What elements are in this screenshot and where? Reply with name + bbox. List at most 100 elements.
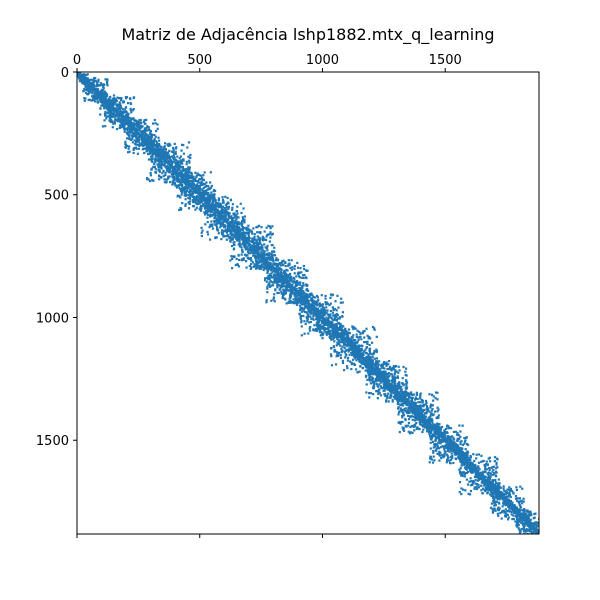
nonzero-mark: [185, 174, 188, 177]
nonzero-mark: [240, 253, 243, 256]
nonzero-mark: [200, 196, 203, 199]
nonzero-mark: [84, 83, 87, 86]
nonzero-mark: [257, 236, 261, 239]
nonzero-mark: [214, 199, 217, 202]
nonzero-mark: [104, 105, 107, 108]
nonzero-mark: [266, 287, 269, 290]
nonzero-mark: [165, 165, 169, 168]
nonzero-mark: [293, 286, 296, 289]
nonzero-mark: [306, 320, 309, 323]
nonzero-mark: [458, 481, 462, 484]
nonzero-mark: [123, 120, 127, 123]
nonzero-mark: [407, 414, 410, 417]
nonzero-mark: [253, 254, 256, 257]
nonzero-mark: [381, 365, 384, 368]
nonzero-mark: [519, 500, 522, 503]
nonzero-mark: [93, 100, 97, 103]
nonzero-mark: [523, 524, 526, 527]
nonzero-mark: [411, 393, 414, 396]
nonzero-mark: [186, 178, 189, 181]
nonzero-mark: [522, 530, 526, 533]
nonzero-mark: [436, 398, 439, 401]
nonzero-mark: [220, 232, 224, 236]
nonzero-mark: [258, 238, 262, 242]
nonzero-mark: [352, 327, 355, 331]
nonzero-mark: [309, 325, 312, 329]
nonzero-mark: [217, 222, 220, 225]
nonzero-mark: [357, 338, 360, 341]
nonzero-mark: [192, 178, 195, 181]
nonzero-mark: [101, 125, 105, 128]
nonzero-mark: [404, 370, 407, 373]
nonzero-mark: [88, 78, 92, 82]
nonzero-mark: [256, 243, 259, 247]
nonzero-mark: [511, 517, 514, 521]
nonzero-mark: [114, 115, 118, 118]
nonzero-mark: [165, 167, 168, 170]
nonzero-mark: [441, 445, 444, 448]
nonzero-mark: [344, 353, 347, 356]
nonzero-mark: [147, 137, 150, 140]
nonzero-mark: [473, 459, 476, 463]
nonzero-mark: [224, 235, 227, 238]
nonzero-mark: [406, 411, 409, 415]
nonzero-mark: [487, 467, 491, 470]
nonzero-mark: [386, 373, 389, 376]
nonzero-mark: [439, 446, 442, 449]
nonzero-mark: [215, 202, 219, 205]
nonzero-mark: [246, 245, 249, 248]
nonzero-mark: [371, 377, 374, 381]
nonzero-mark: [498, 485, 501, 488]
nonzero-mark: [232, 241, 235, 244]
nonzero-mark: [200, 199, 203, 202]
nonzero-mark: [163, 142, 167, 145]
nonzero-mark: [165, 180, 168, 184]
nonzero-mark: [475, 486, 478, 489]
nonzero-mark: [160, 158, 163, 161]
nonzero-mark: [102, 83, 105, 86]
nonzero-mark: [476, 479, 479, 482]
nonzero-mark: [313, 328, 316, 332]
nonzero-mark: [414, 396, 417, 399]
nonzero-mark: [124, 145, 127, 149]
nonzero-mark: [507, 516, 510, 519]
nonzero-mark: [463, 471, 466, 474]
nonzero-mark: [368, 351, 372, 354]
nonzero-mark: [459, 435, 462, 438]
nonzero-mark: [113, 122, 116, 125]
nonzero-mark: [314, 327, 317, 331]
nonzero-mark: [115, 103, 119, 106]
nonzero-mark: [122, 124, 125, 127]
nonzero-mark: [132, 117, 135, 120]
nonzero-mark: [84, 85, 87, 88]
nonzero-mark: [269, 285, 272, 288]
nonzero-mark: [119, 103, 122, 106]
nonzero-mark: [172, 178, 175, 181]
nonzero-mark: [473, 475, 477, 478]
nonzero-mark: [437, 414, 440, 417]
nonzero-mark: [303, 332, 306, 335]
nonzero-mark: [109, 95, 112, 99]
nonzero-mark: [355, 333, 358, 336]
nonzero-mark: [170, 150, 173, 153]
nonzero-mark: [292, 298, 295, 301]
nonzero-mark: [329, 302, 332, 305]
nonzero-mark: [108, 117, 111, 120]
nonzero-mark: [528, 529, 531, 532]
nonzero-mark: [270, 250, 274, 253]
nonzero-mark: [413, 419, 416, 422]
nonzero-mark: [164, 173, 167, 177]
nonzero-mark: [167, 155, 171, 159]
nonzero-mark: [128, 137, 131, 140]
nonzero-mark: [150, 142, 153, 145]
nonzero-mark: [372, 327, 376, 330]
nonzero-mark: [504, 490, 507, 494]
nonzero-mark: [180, 149, 183, 152]
nonzero-mark: [430, 417, 433, 420]
nonzero-mark: [463, 475, 466, 478]
nonzero-mark: [102, 89, 105, 92]
nonzero-mark: [282, 291, 285, 295]
nonzero-mark: [120, 107, 123, 110]
nonzero-mark: [130, 131, 133, 134]
